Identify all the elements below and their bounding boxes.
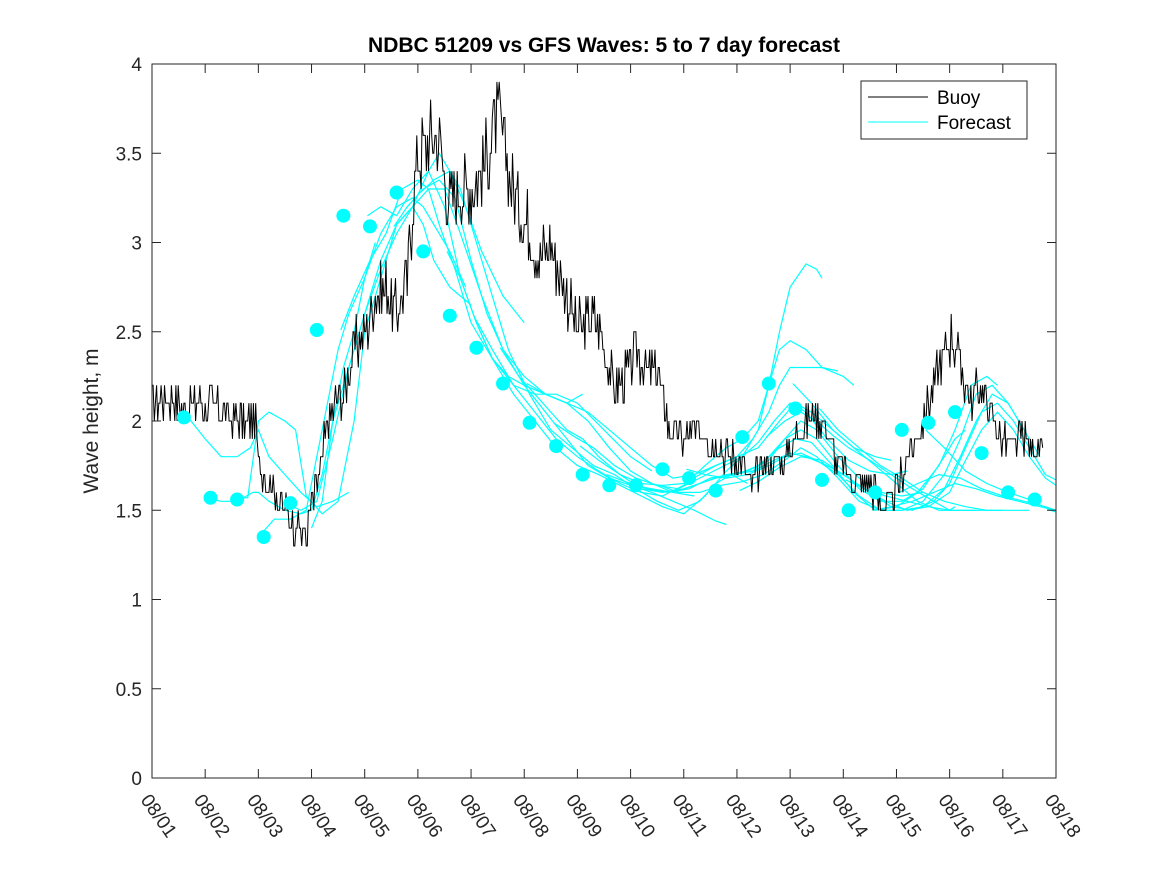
forecast-point xyxy=(708,483,723,498)
forecast-point xyxy=(469,340,484,355)
forecast-run-line xyxy=(633,375,998,511)
forecast-point xyxy=(203,490,218,505)
y-tick-label: 3.5 xyxy=(116,144,142,165)
forecast-point xyxy=(1027,492,1042,507)
forecast-point xyxy=(496,376,510,391)
forecast-point xyxy=(815,472,829,487)
forecast-point xyxy=(974,446,989,461)
y-tick-label: 2.5 xyxy=(116,323,142,344)
forecast-point xyxy=(416,244,431,259)
forecast-point xyxy=(761,376,776,391)
forecast-run-line xyxy=(925,429,1056,513)
forecast-point xyxy=(389,185,404,200)
forecast-point xyxy=(283,496,298,511)
chart-title: NDBC 51209 vs GFS Waves: 5 to 7 day fore… xyxy=(368,34,840,57)
forecast-run-line xyxy=(231,205,472,515)
buoy-observation-line xyxy=(152,81,1044,547)
y-axis: 0 0.5 1 1.5 2 2.5 3 3.5 4 xyxy=(116,55,1056,790)
forecast-run-line xyxy=(818,408,1003,511)
forecast-point xyxy=(442,308,457,323)
forecast-point xyxy=(788,401,803,416)
forecast-point xyxy=(841,503,856,518)
y-tick-label: 1.5 xyxy=(116,501,142,522)
forecast-run-line xyxy=(284,152,525,511)
forecast-point xyxy=(176,410,191,425)
buoy-line-group xyxy=(152,81,1044,547)
forecast-point xyxy=(602,478,617,493)
forecast-run-line xyxy=(686,393,1041,511)
y-tick-label: 2 xyxy=(131,412,142,433)
plot-area xyxy=(152,64,1056,778)
forecast-point xyxy=(256,530,271,544)
y-tick-label: 4 xyxy=(131,55,142,76)
legend-box xyxy=(860,80,1028,140)
forecast-run-line xyxy=(183,411,350,508)
y-tick-label: 0 xyxy=(131,769,142,790)
forecast-point xyxy=(655,462,670,477)
legend: Buoy Forecast xyxy=(860,80,1028,140)
forecast-point xyxy=(575,467,590,482)
forecast-point xyxy=(682,471,697,486)
forecast-point xyxy=(309,323,324,337)
forecast-point xyxy=(948,405,962,420)
forecast-run-line xyxy=(739,411,1056,511)
forecast-run-line xyxy=(393,179,727,526)
legend-buoy-label: Buoy xyxy=(937,88,981,109)
y-tick-label: 0.5 xyxy=(116,680,142,701)
forecast-point xyxy=(522,415,537,430)
forecast-run-line xyxy=(499,347,839,486)
forecast-points-group xyxy=(176,185,1042,544)
y-axis-label: Wave height, m xyxy=(80,348,103,493)
y-tick-label: 1 xyxy=(131,591,142,612)
forecast-point xyxy=(336,208,351,223)
forecast-run-line xyxy=(420,170,748,511)
forecast-point xyxy=(868,485,883,500)
y-tick-label: 3 xyxy=(131,234,142,255)
forecast-point xyxy=(894,422,909,437)
forecast-point xyxy=(230,492,245,507)
forecast-point xyxy=(1001,485,1016,500)
forecast-point xyxy=(628,478,643,493)
forecast-point xyxy=(921,415,936,430)
forecast-run-line xyxy=(340,179,653,472)
forecast-point xyxy=(549,439,564,453)
legend-forecast-label: Forecast xyxy=(937,113,1012,134)
forecast-point xyxy=(735,430,750,445)
forecast-point xyxy=(363,219,377,234)
